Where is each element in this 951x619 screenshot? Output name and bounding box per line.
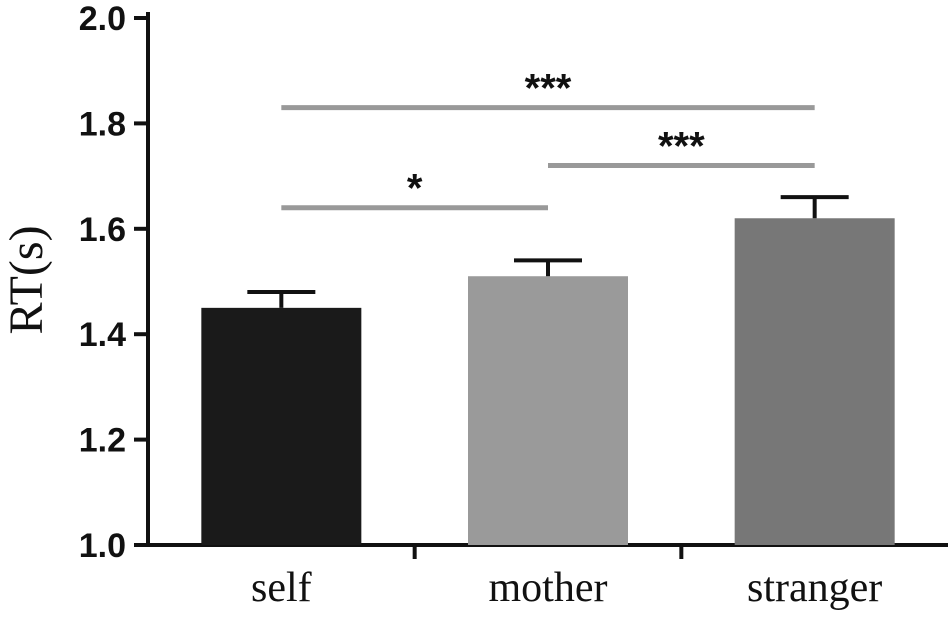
y-axis: 1.0 1.2 1.4 1.6 1.8 2.0 bbox=[79, 0, 150, 565]
significance-label: *** bbox=[658, 125, 705, 169]
significance-annotations: ******* bbox=[281, 67, 815, 211]
y-axis-label: RT(s) bbox=[0, 225, 53, 334]
bar-stranger bbox=[734, 218, 895, 545]
y-tick-label: 1.6 bbox=[79, 211, 126, 249]
x-tick-label-stranger: stranger bbox=[747, 565, 882, 611]
x-tick-label-self: self bbox=[251, 565, 312, 611]
x-tick-label-mother: mother bbox=[489, 565, 608, 611]
x-axis: self mother stranger bbox=[146, 543, 948, 611]
y-tick-label: 1.2 bbox=[79, 422, 126, 460]
y-tick-label: 1.8 bbox=[79, 105, 126, 143]
y-tick-label: 1.4 bbox=[79, 316, 126, 354]
significance-label: *** bbox=[525, 67, 572, 111]
y-tick-label: 1.0 bbox=[79, 527, 126, 565]
bar-mother bbox=[468, 276, 628, 545]
bars bbox=[201, 195, 895, 545]
y-tick-label: 2.0 bbox=[79, 0, 126, 38]
bar-self bbox=[201, 307, 362, 545]
significance-label: * bbox=[407, 167, 423, 211]
